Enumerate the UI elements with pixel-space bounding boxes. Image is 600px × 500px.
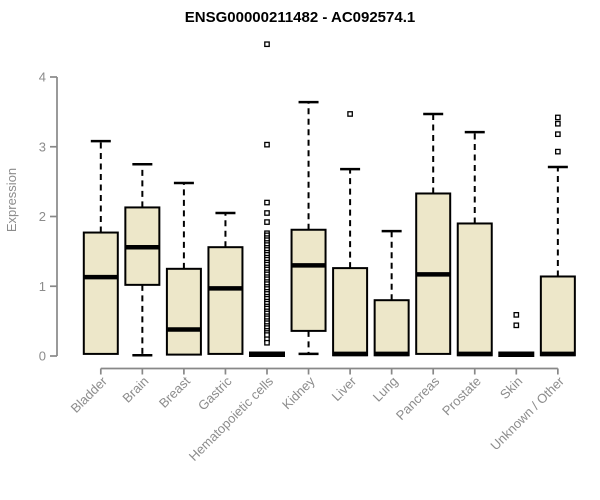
boxplot-lung	[373, 229, 410, 357]
boxplot-brain	[124, 162, 161, 357]
outlier-point	[513, 311, 520, 318]
box-rect	[207, 246, 244, 355]
box-rect	[165, 267, 202, 356]
boxplot-pancreas	[415, 112, 452, 355]
outlier-point	[513, 322, 520, 329]
boxplot-breast	[165, 181, 202, 356]
box-rect	[82, 231, 119, 355]
x-category-label-kidney: Kidney	[279, 373, 318, 412]
x-category-label-breast: Breast	[156, 373, 193, 410]
box-rect	[456, 222, 493, 357]
y-tick-label: 3	[39, 139, 46, 154]
x-category-label-gastric: Gastric	[195, 373, 235, 413]
plot-area: 0 1 2 3 4 Bladder Brain Breast GastricHematopoie…	[39, 41, 576, 464]
box-rect	[332, 267, 369, 357]
x-category-label-skin: Skin	[497, 374, 525, 402]
boxplot-liver	[332, 111, 369, 357]
outlier-point	[264, 339, 270, 346]
y-tick-label: 0	[39, 349, 46, 364]
outlier-point	[264, 41, 270, 48]
box-rect	[290, 228, 327, 332]
x-category-label-bladder: Bladder	[68, 373, 111, 416]
x-category-label-prostate: Prostate	[439, 374, 484, 419]
outlier-point	[555, 148, 561, 155]
box-rect	[539, 275, 576, 357]
outlier-point	[555, 120, 561, 127]
chart-title: ENSG00000211482 - AC092574.1	[185, 9, 415, 26]
boxplot-kidney	[290, 100, 327, 356]
boxplot-unknown-other	[539, 114, 576, 357]
y-tick-label: 1	[39, 279, 46, 294]
x-category-label-unknown-other: Unknown / Other	[487, 373, 567, 453]
y-tick-label: 2	[39, 209, 46, 224]
x-category-label-liver: Liver	[329, 373, 360, 404]
outlier-point	[264, 141, 270, 148]
boxplot-gastric	[207, 211, 244, 355]
boxplot-hematopoietic-cells	[249, 41, 285, 358]
outlier-point	[264, 219, 270, 225]
boxplot-prostate	[456, 130, 493, 357]
x-category-label-pancreas: Pancreas	[393, 373, 443, 423]
y-axis: 0 1 2 3 4	[39, 70, 58, 364]
boxplot-skin	[498, 311, 535, 358]
box-rect	[373, 299, 410, 357]
y-axis-label: Expression	[4, 168, 19, 232]
x-category-label-lung: Lung	[370, 374, 401, 405]
x-category-label-brain: Brain	[119, 374, 151, 406]
outlier-point	[555, 131, 561, 138]
outlier-point	[347, 111, 353, 117]
y-tick-label: 4	[39, 70, 46, 85]
outlier-point	[555, 114, 561, 121]
outlier-point	[264, 199, 270, 206]
boxplot-bladder	[82, 139, 119, 355]
outlier-point	[264, 210, 270, 216]
